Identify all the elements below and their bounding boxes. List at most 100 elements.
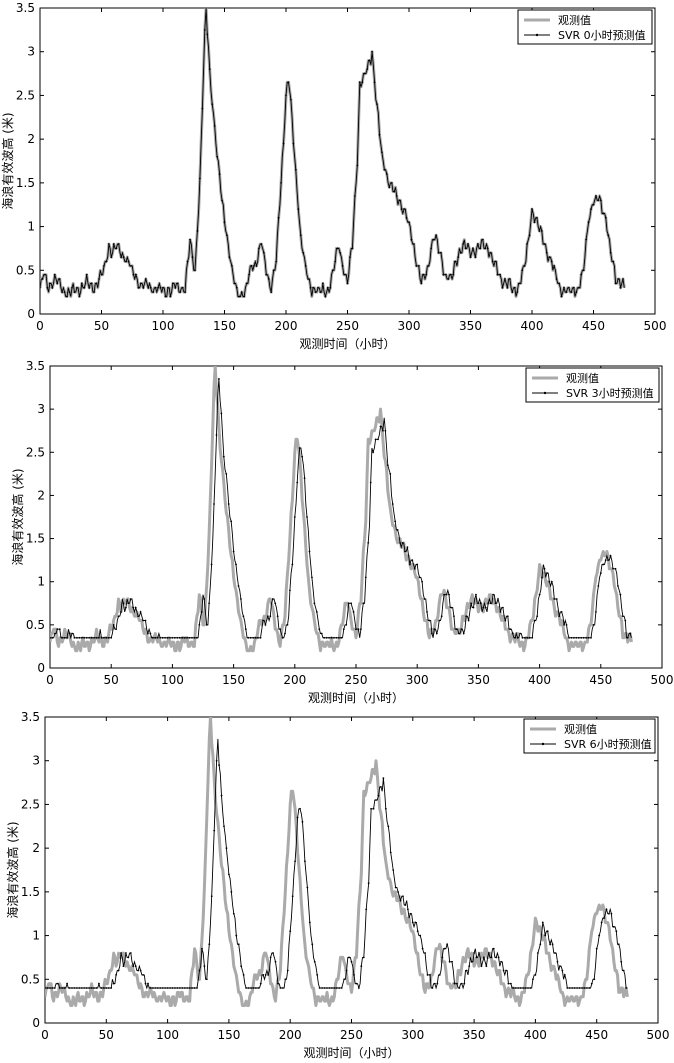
observed-series-line [50,366,633,653]
prediction-point [380,786,382,788]
prediction-point [477,602,480,605]
prediction-point [139,282,142,285]
prediction-point [441,956,444,959]
prediction-point [247,636,250,639]
prediction-point [110,256,113,259]
prediction-point [473,952,475,954]
prediction-point [83,987,86,989]
prediction-point [522,987,525,989]
prediction-point [527,987,529,989]
prediction-point [529,987,532,989]
prediction-point [377,438,379,441]
prediction-point [440,251,442,254]
legend-prediction-marker [541,742,545,746]
prediction-point [526,243,528,245]
prediction-point [356,164,359,167]
prediction-point [56,982,59,985]
prediction-point [257,987,260,989]
prediction-point [322,282,324,285]
prediction-point [80,636,83,639]
prediction-point [301,821,304,823]
prediction-point [193,636,196,639]
prediction-point [568,636,570,639]
prediction-point [612,567,614,570]
y-tick-label: 0 [37,661,45,675]
prediction-point [505,969,507,972]
prediction-point [614,567,617,570]
prediction-point [142,974,144,976]
prediction-point [78,987,81,989]
prediction-point [171,636,174,639]
prediction-point [468,965,471,968]
prediction-point [378,133,381,136]
prediction-point [403,208,405,210]
prediction-point [431,987,434,989]
prediction-point [470,602,472,605]
prediction-point [164,295,167,298]
prediction-point [427,265,430,267]
prediction-point [587,221,590,224]
prediction-point [617,278,619,280]
y-tick-label: 0 [27,307,35,321]
prediction-point [536,216,538,219]
prediction-point [53,273,56,276]
prediction-point [423,598,426,600]
prediction-point [201,947,203,950]
prediction-point [41,278,44,280]
prediction-point [284,978,287,981]
prediction-point [90,282,93,285]
prediction-point [105,260,108,263]
prediction-point [408,221,410,224]
prediction-point [499,273,501,276]
prediction-point [46,987,49,989]
x-tick-label: 50 [99,1028,114,1042]
prediction-point [459,251,462,254]
prediction-point [102,636,105,639]
prediction-point [448,593,450,596]
prediction-point [107,987,110,989]
prediction-point [570,636,573,639]
prediction-point [626,636,629,639]
prediction-point [328,636,330,639]
prediction-point [152,291,155,294]
prediction-point [538,230,541,232]
prediction-point [40,286,41,289]
prediction-point [151,987,154,989]
prediction-point [313,960,316,963]
prediction-point [329,286,332,289]
prediction-point [393,190,396,193]
panel-middle: 0 50 100 150 200 250 300 350 400 450 500 0 0.5 1 1.5 2 2… [10,359,673,705]
prediction-point [178,636,181,639]
y-axis-label: 海浪有效波高 (米) [0,112,15,209]
prediction-point [208,943,211,946]
prediction-point [415,265,418,267]
prediction-point [516,291,519,294]
prediction-point [328,987,331,989]
x-tick-label: 450 [585,1028,608,1042]
prediction-point [563,623,565,626]
y-tick-label: 1 [37,575,45,589]
prediction-point [184,291,187,294]
prediction-point [353,195,356,197]
prediction-point [445,273,447,276]
prediction-point [93,987,95,989]
prediction-point [127,602,130,605]
prediction-point [127,260,130,263]
prediction-point [254,636,257,639]
prediction-point [265,273,268,276]
legend: 观测值 SVR 6小时预测值 [523,718,656,754]
x-tick-label: 350 [459,319,482,333]
prediction-point [240,291,243,294]
prediction-point [386,464,389,467]
prediction-point [313,602,316,605]
prediction-point [193,987,196,989]
prediction-point [232,912,235,915]
prediction-point [264,974,267,976]
prediction-point [189,238,191,241]
prediction-point [582,636,585,639]
prediction-point [98,636,100,639]
prediction-point [135,273,137,276]
prediction-point [253,265,255,267]
prediction-point [501,286,504,289]
prediction-point [519,987,522,989]
